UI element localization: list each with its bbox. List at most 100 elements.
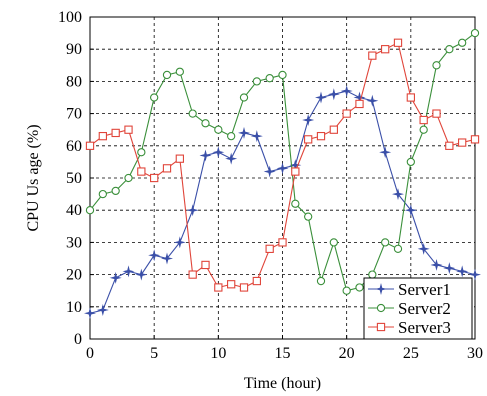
y-tick-label: 30	[66, 234, 82, 251]
data-point-server2	[406, 157, 415, 167]
data-point-server3	[162, 164, 172, 173]
data-point-server3	[201, 260, 210, 270]
data-point-server1	[109, 271, 122, 284]
data-point-server1	[96, 304, 109, 317]
data-point-server1	[173, 236, 186, 249]
y-tick-label: 50	[66, 170, 82, 187]
data-point-server3	[355, 99, 364, 109]
data-point-server1	[366, 94, 379, 107]
x-tick-label: 25	[403, 345, 419, 362]
x-tick-label: 15	[275, 345, 291, 362]
data-point-server2	[124, 173, 133, 183]
y-tick-label: 90	[66, 41, 82, 58]
data-point-server3	[329, 125, 338, 134]
data-point-server3	[252, 276, 261, 286]
legend-label-server3: Server3	[398, 318, 451, 337]
series-server2	[85, 28, 480, 295]
data-point-server3	[316, 131, 326, 141]
data-point-server2	[239, 93, 249, 102]
data-point-server1	[199, 149, 212, 162]
data-point-server2	[304, 212, 313, 221]
data-point-server1	[404, 204, 417, 217]
legend-label-server1: Server1	[398, 280, 451, 299]
data-point-server3	[265, 244, 274, 253]
data-point-server2	[458, 38, 467, 47]
y-tick-label: 0	[74, 331, 82, 348]
data-point-server2	[265, 74, 274, 83]
data-point-server2	[85, 206, 95, 215]
data-point-server1	[315, 91, 327, 104]
data-point-server1	[238, 126, 250, 139]
data-point-server2	[470, 28, 480, 38]
data-point-server1	[469, 268, 481, 281]
axis-ticks: 0 10 20 30 40 50 60 70 80 90 100 0 5 10 15 20 25 30	[58, 9, 483, 362]
data-point-server2	[188, 109, 197, 118]
data-point-server2	[329, 238, 338, 247]
data-point-server1	[392, 188, 404, 201]
data-point-server2	[432, 61, 441, 70]
data-point-server1	[135, 268, 148, 281]
data-point-server1	[340, 85, 353, 98]
y-axis-label: CPU Us age (%)	[25, 124, 42, 231]
legend-label-server2: Server2	[398, 299, 451, 318]
data-point-server2	[98, 189, 107, 199]
data-point-server1	[186, 204, 199, 217]
data-point-server3	[98, 131, 107, 141]
data-point-server2	[150, 93, 159, 102]
data-point-server3	[137, 167, 146, 176]
y-tick-label: 100	[58, 9, 82, 26]
data-point-server2	[201, 119, 210, 128]
x-axis-label: Time (hour)	[244, 375, 321, 392]
data-point-server1	[379, 146, 392, 159]
data-point-server3	[124, 125, 133, 134]
x-tick-label: 5	[150, 345, 158, 362]
data-point-server2	[316, 276, 326, 286]
x-tick-label: 10	[210, 345, 226, 362]
data-point-server3	[111, 128, 120, 138]
legend-marker-server3	[376, 322, 386, 332]
data-point-server1	[250, 130, 263, 143]
data-point-server1	[148, 249, 161, 262]
data-point-server3	[458, 138, 467, 147]
data-point-server3	[470, 135, 480, 144]
data-point-server2	[355, 283, 364, 292]
y-tick-label: 40	[66, 202, 82, 219]
data-point-server3	[227, 280, 236, 289]
data-point-server2	[368, 270, 377, 279]
data-point-server1	[417, 242, 430, 255]
x-tick-label: 0	[86, 345, 94, 362]
data-point-server2	[162, 70, 172, 80]
y-tick-label: 60	[66, 138, 82, 155]
data-point-server3	[406, 93, 415, 102]
data-point-server3	[368, 51, 377, 60]
y-tick-label: 70	[66, 106, 82, 123]
data-point-server3	[175, 154, 184, 163]
data-point-server3	[214, 283, 223, 292]
data-point-server2	[111, 186, 120, 196]
data-point-server1	[84, 307, 96, 320]
data-point-server3	[188, 270, 197, 279]
legend-marker-server1	[375, 283, 387, 295]
data-point-server1	[430, 258, 443, 271]
data-point-server2	[278, 70, 287, 80]
data-point-server3	[278, 238, 287, 247]
data-point-server2	[381, 238, 390, 247]
data-point-server1	[225, 152, 238, 165]
data-point-server1	[327, 88, 340, 101]
data-point-server2	[214, 125, 223, 134]
y-tick-label: 10	[66, 299, 82, 316]
data-point-server1	[161, 252, 173, 265]
data-point-server2	[419, 125, 428, 134]
data-point-server3	[419, 115, 428, 125]
data-point-server1	[122, 265, 135, 278]
data-point-server2	[445, 45, 454, 54]
data-point-server3	[239, 283, 249, 292]
y-tick-label: 20	[66, 267, 82, 284]
data-point-server1	[302, 114, 315, 127]
series-server3	[85, 38, 480, 292]
data-point-server3	[432, 109, 441, 118]
data-point-server3	[445, 141, 454, 150]
data-point-server2	[227, 131, 236, 141]
data-point-server1	[456, 265, 469, 278]
